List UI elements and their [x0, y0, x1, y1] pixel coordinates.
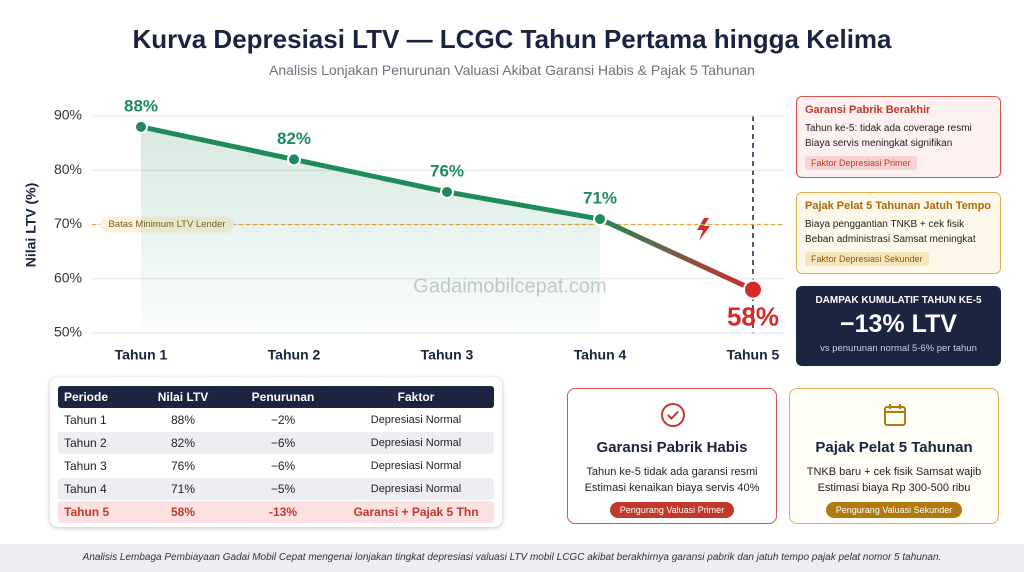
table-cell: -13% [268, 505, 297, 519]
value-label: 76% [430, 161, 464, 180]
table-cell: Tahun 1 [64, 413, 107, 427]
card-line: Estimasi biaya Rp 300-500 ribu [817, 482, 971, 494]
card-line: Tahun ke-5: tidak ada coverage resmi [805, 123, 972, 134]
header-cell: Penurunan [251, 390, 315, 404]
ltv-table: Periode Nilai LTV Penurunan Faktor Tahun 1 88… [50, 377, 502, 527]
table-cell: Tahun 3 [64, 459, 107, 473]
value-label: 58% [727, 301, 779, 331]
point [287, 152, 301, 167]
area [141, 126, 600, 333]
table-cell: 58% [170, 505, 196, 519]
table-cell: 82% [170, 436, 196, 450]
table-row: Tahun 4 71% −5% Depresiasi Normal [58, 478, 494, 500]
impact-label: DAMPAK KUMULATIF TAHUN KE-5 [815, 295, 982, 306]
table-row: Tahun 1 88% −2% Depresiasi Normal [58, 409, 494, 431]
value-label: 88% [124, 96, 158, 115]
card-line: Estimasi kenaikan biaya servis 40% [584, 482, 760, 494]
table-cell: Depresiasi Normal [370, 483, 462, 495]
card-line: TNKB baru + cek fisik Samsat wajib [806, 466, 982, 478]
x-tick-label: Tahun 1 [115, 347, 168, 363]
side-card: Garansi Pabrik Berakhir Tahun ke-5: tida… [796, 96, 1001, 178]
table-cell: 88% [170, 413, 196, 427]
card-line: Tahun ke-5 tidak ada garansi resmi [586, 466, 758, 478]
title: Kurva Depresiasi LTV — LCGC Tahun Pertam… [132, 24, 892, 54]
x-tick-label: Tahun 5 [727, 347, 780, 363]
table-cell: Tahun 4 [64, 482, 107, 496]
badge-icon [661, 403, 685, 427]
card-tag: Faktor Depresiasi Sekunder [805, 252, 929, 266]
card-line: Beban administrasi Samsat meningkat [805, 234, 976, 245]
side-card: Pajak Pelat 5 Tahunan Jatuh Tempo Biaya … [796, 192, 1001, 274]
point [743, 279, 763, 300]
table-cell: −5% [270, 482, 296, 496]
x-tick-label: Tahun 2 [268, 347, 321, 363]
footer: Analisis Lembaga Pembiayaan Gadai Mobil … [0, 544, 1024, 572]
header-cell: Nilai LTV [157, 390, 209, 404]
card-title: Garansi Pabrik Berakhir [805, 104, 931, 116]
point [440, 184, 454, 199]
impact-card: DAMPAK KUMULATIF TAHUN KE-5 −13% LTV vs … [796, 286, 1001, 366]
table-header: Periode Nilai LTV Penurunan Faktor [58, 386, 494, 408]
header-cell: Faktor [397, 390, 435, 404]
table-cell: Tahun 2 [64, 436, 107, 450]
chart: Nilai LTV (%) 50%60%70%80%90%Batas Minim… [23, 96, 785, 363]
card-tag: Pengurang Valuasi Primer [609, 502, 735, 518]
table-row: Tahun 5 58% -13% Garansi + Pajak 5 Thn [58, 501, 494, 523]
point [593, 212, 607, 227]
impact-note: vs penurunan normal 5-6% per tahun [820, 343, 977, 354]
x-tick-label: Tahun 3 [421, 347, 474, 363]
subtitle: Analisis Lonjakan Penurunan Valuasi Akib… [269, 62, 755, 78]
table-cell: −2% [270, 413, 296, 427]
table-row: Tahun 3 76% −6% Depresiasi Normal [58, 455, 494, 477]
card-line: Biaya penggantian TNKB + cek fisik [805, 219, 965, 230]
x-tick-label: Tahun 4 [574, 347, 627, 363]
table-cell: 71% [170, 482, 196, 496]
table-cell: −6% [270, 436, 296, 450]
y-tick-label: 80% [54, 161, 82, 177]
table-cell: Garansi + Pajak 5 Thn [353, 505, 479, 519]
value-label: 71% [583, 189, 617, 208]
alert-icon [697, 218, 710, 241]
y-tick-label: 70% [54, 215, 82, 231]
table-row: Tahun 2 82% −6% Depresiasi Normal [58, 432, 494, 454]
card-line: Biaya servis meningkat signifikan [805, 138, 953, 149]
table-cell: 76% [170, 459, 196, 473]
table-cell: Depresiasi Normal [370, 437, 462, 449]
card-tag: Pengurang Valuasi Sekunder [825, 502, 963, 518]
table-cell: −6% [270, 459, 296, 473]
card-title: Garansi Pabrik Habis [596, 439, 748, 456]
value-label: 82% [277, 129, 311, 148]
y-axis-label: Nilai LTV (%) [23, 183, 39, 268]
impact-value: −13% LTV [840, 310, 957, 338]
y-tick-label: 50% [54, 324, 82, 340]
table-cell: Depresiasi Normal [370, 414, 462, 426]
card-title: Pajak Pelat 5 Tahunan Jatuh Tempo [805, 200, 992, 212]
point [134, 119, 148, 134]
info-card: Garansi Pabrik Habis Tahun ke-5 tidak ad… [567, 388, 777, 524]
card-title: Pajak Pelat 5 Tahunan [815, 439, 973, 456]
table-cell: Tahun 5 [64, 505, 110, 519]
card-tag: Faktor Depresiasi Primer [805, 156, 917, 170]
calendar-icon [884, 404, 906, 426]
info-card: Pajak Pelat 5 Tahunan TNKB baru + cek fi… [789, 388, 999, 524]
y-tick-label: 60% [54, 269, 82, 285]
table-cell: Depresiasi Normal [370, 460, 462, 472]
y-tick-label: 90% [54, 107, 82, 123]
header-cell: Periode [64, 390, 109, 404]
